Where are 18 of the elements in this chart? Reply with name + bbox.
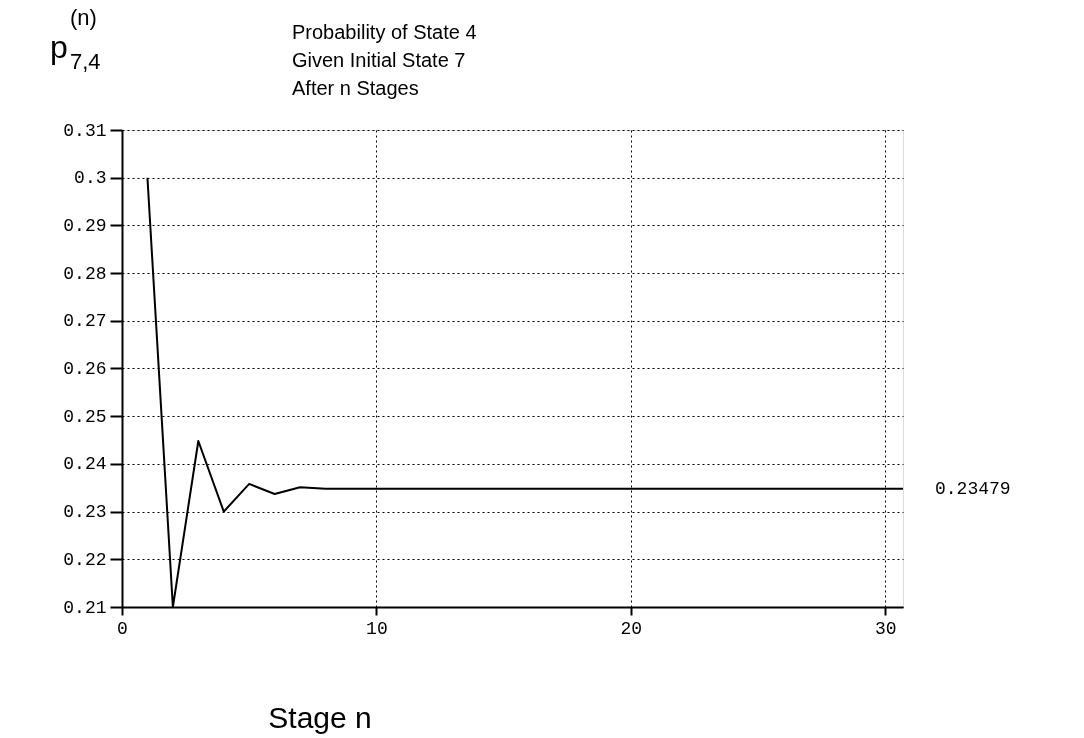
x-tick-label: 0 <box>117 618 128 639</box>
y-tick-label: 0.23 <box>63 502 107 523</box>
x-tick-label: 10 <box>366 618 388 639</box>
y-tick-label: 0.28 <box>63 263 107 284</box>
chart-title: Probability of State 4 Given Initial State 7 After n Stages <box>292 21 477 99</box>
annotation: 0.23479 <box>935 478 1011 499</box>
x-axis-title: Stage n <box>268 701 372 734</box>
x-tick-label: 30 <box>874 618 897 639</box>
x-tick-label: 20 <box>620 618 643 639</box>
y-tick-label: 0.3 <box>74 168 107 189</box>
y-tick-label: 0.29 <box>63 215 107 236</box>
y-tick-label: 0.25 <box>63 406 107 427</box>
y-tick-label: 0.21 <box>63 597 107 618</box>
y-tick-label: 0.24 <box>63 454 107 475</box>
y-tick-label: 0.27 <box>63 311 107 332</box>
y-tick-label: 0.22 <box>63 549 107 570</box>
y-tick-label: 0.31 <box>63 120 107 141</box>
y-tick-label: 0.26 <box>63 359 107 379</box>
